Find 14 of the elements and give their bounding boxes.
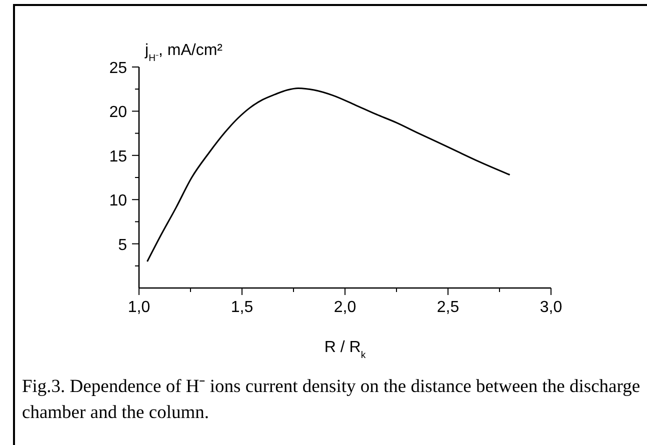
line-series: [146, 87, 511, 262]
caption: Fig.3. Dependence of H⁻ ions current density on the distance between the discharge chamber and the column.: [22, 377, 640, 423]
y-axis-title: j$_{H⁻}$, mA/cm²: [144, 42, 224, 64]
x-tick-label: 1,5: [230, 299, 254, 316]
y-tick-label: 20: [109, 104, 128, 122]
y-tick-label: 10: [109, 192, 128, 210]
y-tick-label: 5: [118, 236, 128, 254]
x-tick-label: 2,5: [436, 299, 460, 316]
x-tick-label: 1,0: [128, 299, 150, 316]
x-tick-label: 2,0: [334, 299, 356, 316]
x-tick-label: 3,0: [540, 299, 562, 316]
y-tick-label: 15: [109, 148, 128, 166]
y-tick-label: 25: [109, 60, 128, 77]
x-axis-title: R / R$_{k}$: [324, 339, 366, 360]
